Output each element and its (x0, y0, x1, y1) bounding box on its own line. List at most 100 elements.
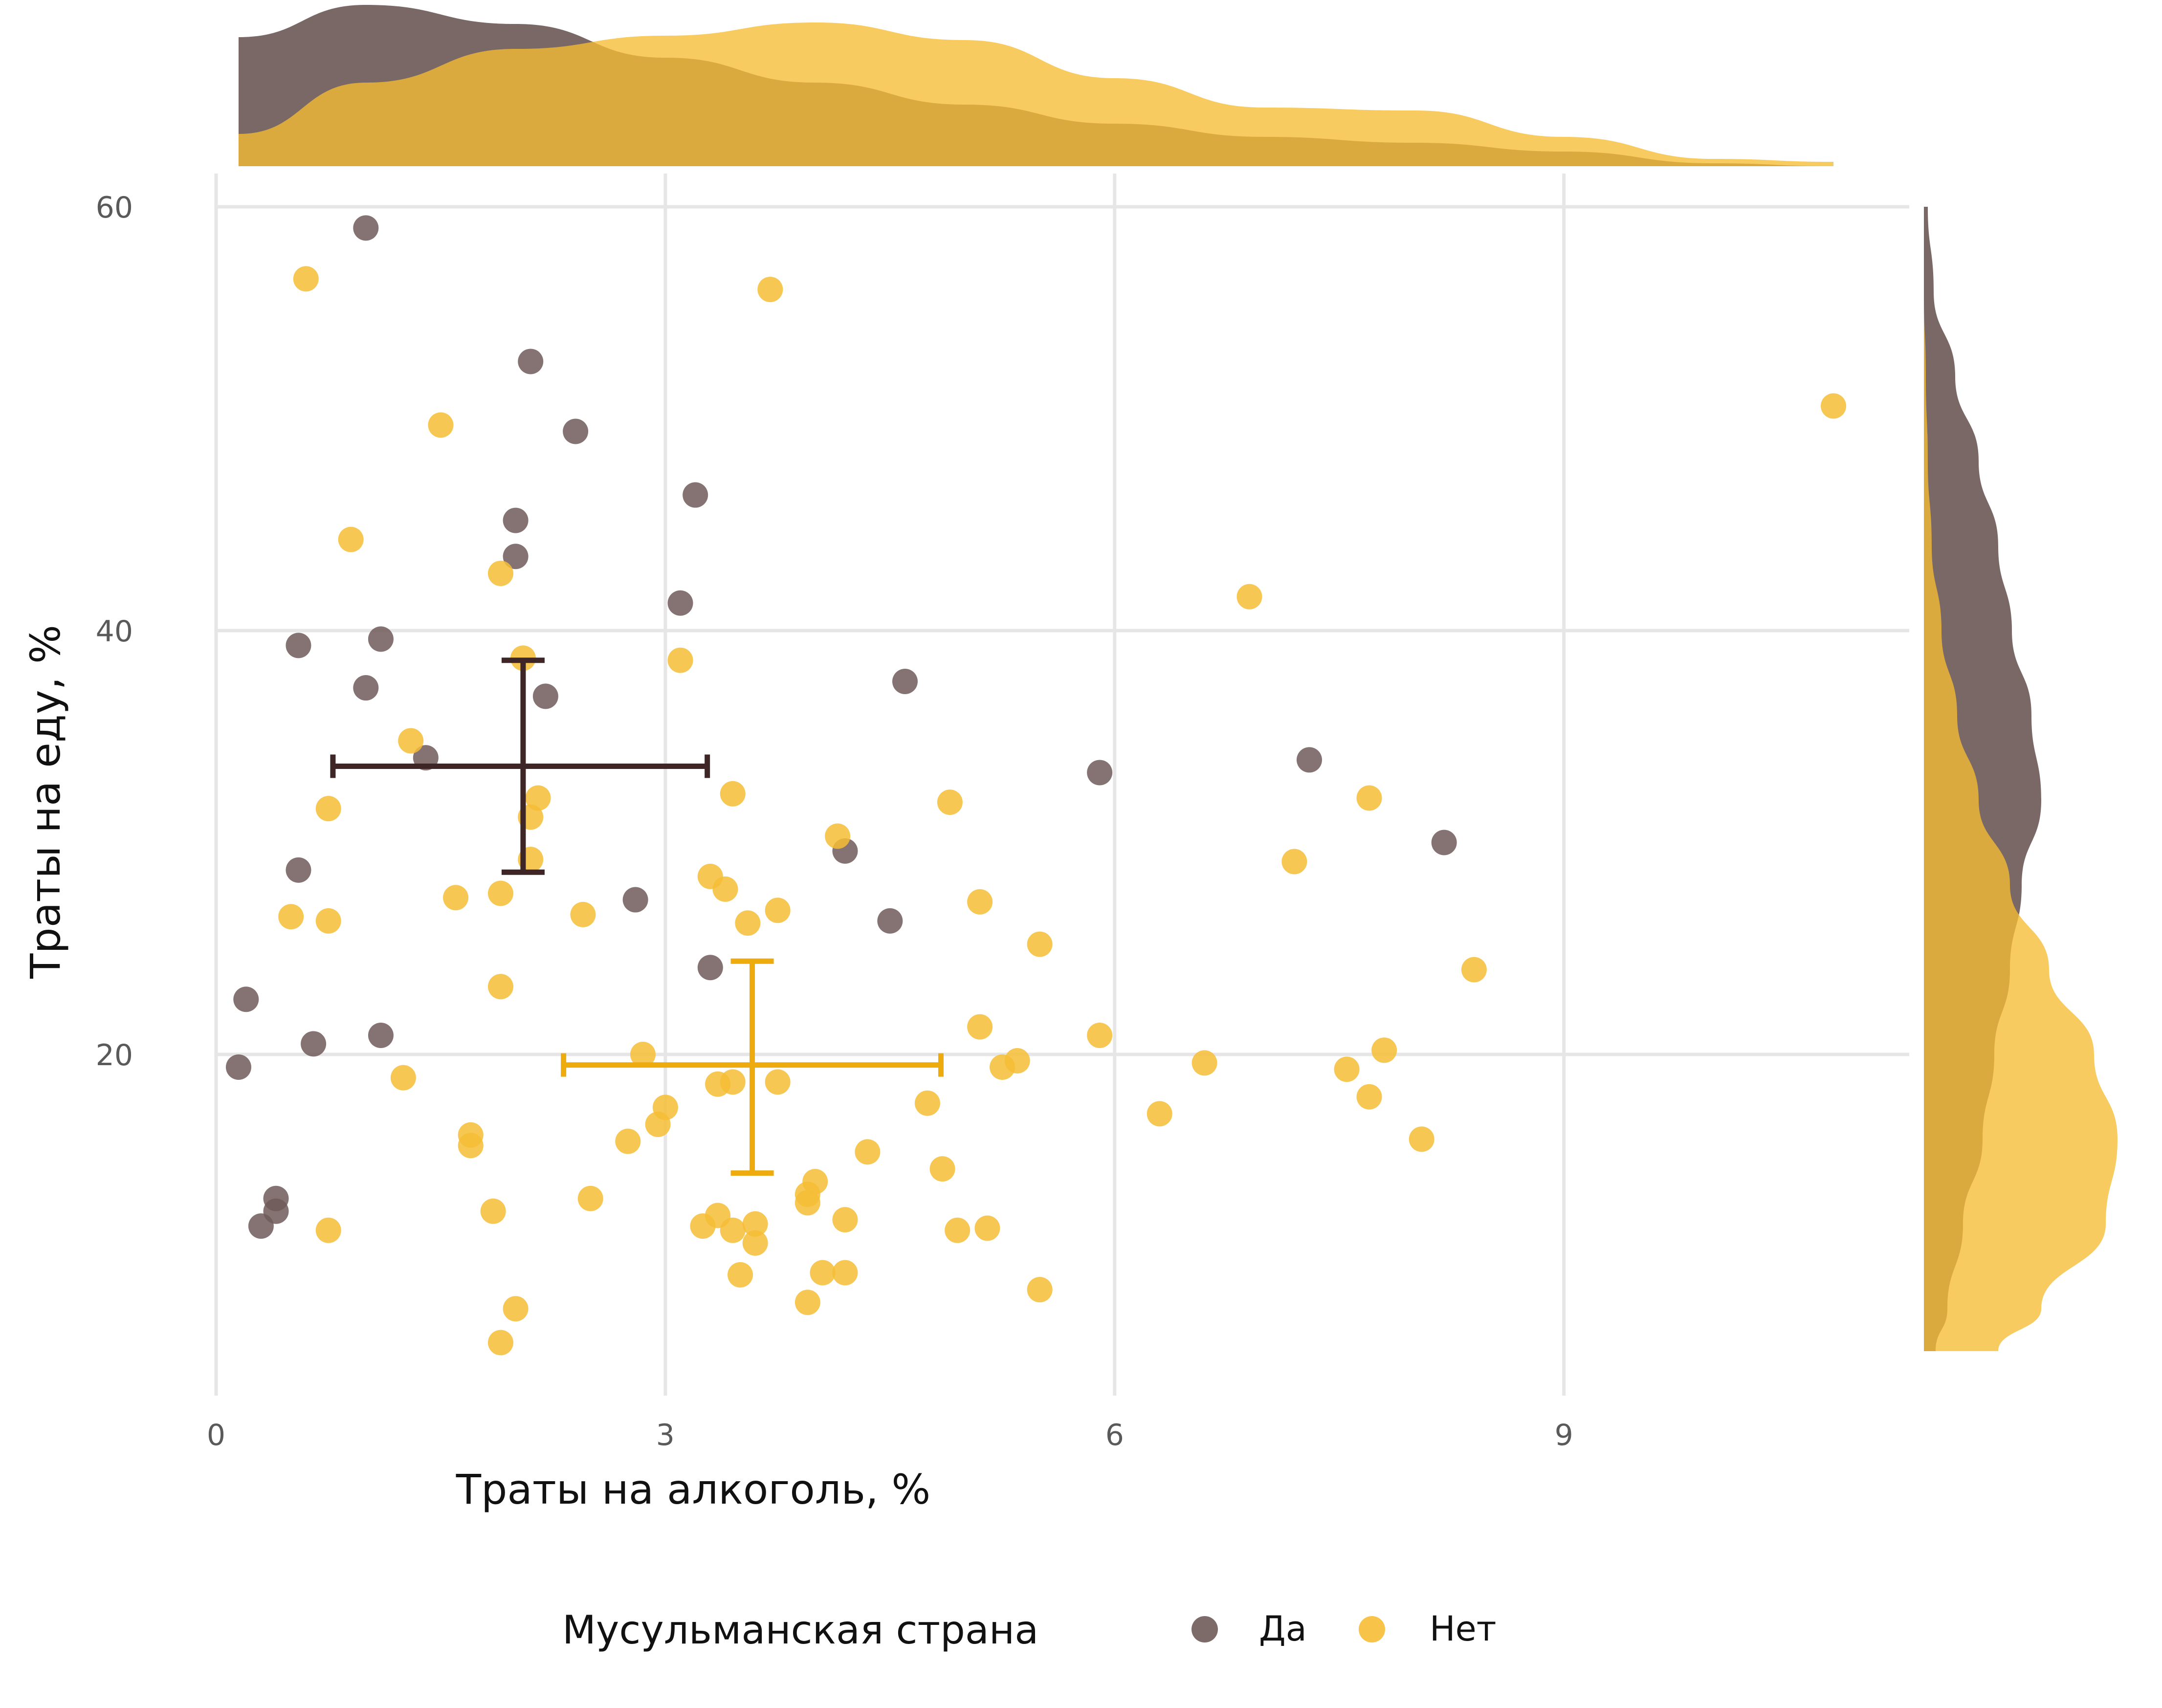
point-yes (225, 1054, 251, 1080)
x-tick-label: 3 (656, 1418, 675, 1452)
point-yes (233, 986, 259, 1012)
legend-label-no: Нет (1430, 1609, 1496, 1649)
point-no (1821, 393, 1847, 419)
point-no (974, 1215, 1000, 1241)
point-no (1409, 1126, 1434, 1152)
gridlines (214, 174, 1909, 1396)
legend-title: Мусульманская страна (562, 1607, 1038, 1653)
point-no (667, 647, 693, 673)
point-yes (683, 482, 708, 508)
point-no (728, 1262, 753, 1288)
point-no (1334, 1056, 1360, 1082)
point-no (1147, 1101, 1172, 1127)
point-no (720, 781, 746, 807)
x-tick-label: 0 (207, 1418, 225, 1452)
x-marginal-density (238, 5, 1834, 166)
point-no (1191, 1050, 1217, 1076)
legend: Мусульманская страна Да Нет (562, 1607, 1496, 1653)
point-no (487, 880, 513, 906)
point-no (967, 1014, 993, 1040)
point-no (690, 1213, 716, 1239)
point-no (765, 1069, 791, 1095)
point-yes (892, 669, 918, 695)
point-no (458, 1133, 484, 1159)
point-no (1027, 931, 1053, 957)
point-no (480, 1198, 506, 1224)
point-no (1371, 1037, 1397, 1063)
point-no (967, 889, 993, 915)
point-no (398, 728, 424, 754)
point-no (615, 1128, 641, 1154)
point-yes (1087, 760, 1113, 786)
point-no (810, 1260, 836, 1286)
point-no (390, 1065, 416, 1091)
point-no (765, 898, 791, 923)
point-no (315, 908, 341, 934)
x-axis-title: Траты на алкоголь, % (456, 1466, 930, 1513)
y-tick-label: 20 (96, 1038, 133, 1073)
density-y-no (1924, 207, 2118, 1351)
point-no (742, 1230, 768, 1256)
point-no (1461, 957, 1487, 983)
point-yes (667, 590, 693, 616)
point-no (757, 277, 783, 303)
point-no (577, 1185, 603, 1211)
point-no (990, 1054, 1015, 1080)
point-no (293, 266, 319, 292)
point-no (937, 789, 963, 815)
legend-swatch-yes (1191, 1616, 1218, 1642)
point-no (315, 1217, 341, 1243)
y-tick-label: 40 (96, 614, 133, 649)
point-no (1281, 849, 1307, 875)
point-no (1356, 785, 1382, 811)
point-no (832, 1260, 858, 1286)
point-no (503, 1296, 529, 1322)
point-yes (286, 633, 311, 658)
y-tick-label: 60 (96, 191, 133, 225)
point-no (428, 412, 454, 438)
point-no (855, 1139, 881, 1165)
data-points (225, 215, 1847, 1356)
point-no (825, 823, 851, 849)
density-x-no (238, 22, 1834, 166)
point-yes (518, 349, 544, 374)
point-yes (286, 857, 311, 883)
point-no (1356, 1084, 1382, 1110)
point-yes (353, 215, 379, 241)
y-axis-title: Траты на еду, % (22, 625, 69, 979)
point-no (1027, 1277, 1053, 1303)
point-no (487, 1330, 513, 1356)
point-no (338, 526, 364, 552)
point-no (1087, 1022, 1113, 1048)
point-no (1236, 584, 1262, 610)
point-yes (248, 1213, 274, 1239)
point-no (832, 1207, 858, 1233)
legend-swatch-no (1359, 1616, 1385, 1642)
point-no (914, 1090, 940, 1116)
point-no (315, 796, 341, 822)
point-no (794, 1290, 820, 1315)
point-yes (368, 1022, 394, 1048)
point-no (712, 876, 738, 902)
point-yes (368, 626, 394, 652)
point-yes (877, 908, 903, 934)
error-bars (330, 657, 944, 1176)
point-no (525, 785, 551, 811)
x-tick-label: 9 (1555, 1418, 1573, 1452)
legend-label-yes: Да (1259, 1609, 1307, 1649)
point-yes (1431, 830, 1457, 855)
point-yes (353, 675, 379, 701)
point-no (630, 1042, 656, 1067)
point-no (945, 1217, 971, 1243)
point-yes (503, 507, 529, 533)
tick-labels: 0 3 6 9 20 40 60 (96, 191, 1573, 1452)
point-no (487, 560, 513, 586)
point-no (705, 1071, 731, 1097)
point-no (645, 1112, 671, 1138)
point-no (278, 904, 304, 930)
point-no (443, 885, 469, 911)
point-no (570, 901, 596, 927)
point-yes (563, 418, 589, 444)
point-no (929, 1156, 955, 1182)
